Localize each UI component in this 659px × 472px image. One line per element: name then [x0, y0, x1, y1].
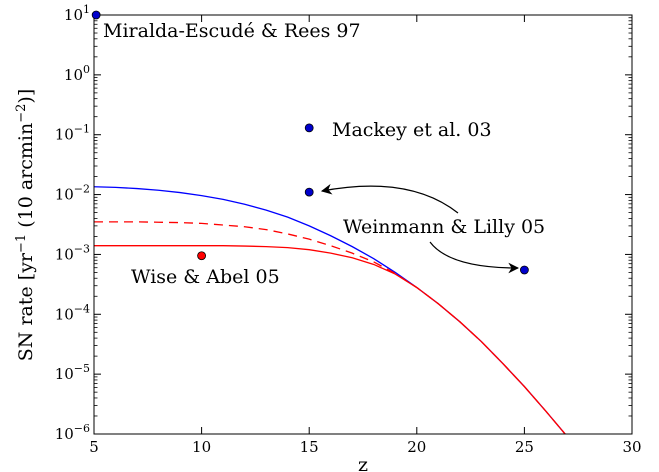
y-tick-exponent: −4 — [74, 302, 90, 315]
y-tick-label: 101 — [64, 3, 90, 24]
y-tick-label: 10−5 — [55, 362, 90, 383]
x-tick-label: 20 — [407, 438, 426, 456]
y-tick-exponent: 1 — [83, 3, 90, 16]
y-tick-exponent: 0 — [83, 63, 90, 76]
y-tick-base: 10 — [55, 305, 74, 323]
data-point-1 — [304, 123, 314, 133]
arrow-to-z15-point — [320, 183, 459, 214]
y-tick-label: 10−1 — [55, 123, 90, 144]
series-line-2 — [94, 245, 566, 434]
plot-frame — [93, 14, 633, 435]
y-tick-label: 10−3 — [55, 242, 90, 263]
x-tick-label: 10 — [192, 438, 211, 456]
x-tick-label: 30 — [622, 438, 641, 456]
y-tick-exponent: −2 — [74, 183, 90, 196]
data-point-3 — [520, 265, 529, 275]
points-layer — [91, 10, 529, 275]
y-axis-title: SN rate [yr−1 (10 arcmin−2)] — [14, 89, 37, 361]
x-tick-label: 15 — [300, 438, 319, 456]
x-tick-labels: 5 10 15 20 25 30 — [89, 438, 641, 456]
y-tick-exponent: −6 — [74, 422, 90, 435]
y-tick-base: 10 — [55, 126, 74, 144]
y-axis-title-c: )] — [15, 89, 37, 104]
data-point-0 — [91, 10, 101, 20]
label-wise-abel: Wise & Abel 05 — [131, 266, 280, 288]
y-tick-exponent: −5 — [74, 362, 90, 375]
y-tick-label: 10−4 — [55, 302, 90, 323]
y-axis-title-sup1: −1 — [14, 234, 29, 253]
y-tick-base: 10 — [55, 365, 74, 383]
label-miralda-escude: Miralda-Escudé & Rees 97 — [103, 20, 361, 42]
y-tick-exponent: −1 — [74, 123, 90, 136]
x-tick-label: 5 — [89, 438, 99, 456]
y-axis-title-a: SN rate [yr — [15, 252, 37, 361]
arrow-to-z25-point — [429, 241, 520, 274]
y-axis-title-sup2: −2 — [14, 104, 29, 123]
y-axis-title-b: (10 arcmin — [15, 123, 37, 234]
data-point-4 — [197, 251, 207, 261]
data-point-2 — [304, 187, 314, 197]
y-tick-base: 10 — [55, 245, 74, 263]
label-mackey: Mackey et al. 03 — [332, 119, 492, 141]
y-tick-label: 100 — [64, 63, 90, 84]
y-tick-label: 10−2 — [55, 183, 90, 204]
label-weinmann-lilly: Weinmann & Lilly 05 — [343, 216, 545, 238]
y-tick-label: 10−6 — [55, 422, 90, 443]
x-tick-label: 25 — [515, 438, 534, 456]
y-tick-base: 10 — [55, 425, 74, 443]
y-tick-base: 10 — [64, 6, 83, 24]
series-layer — [94, 186, 566, 434]
y-tick-exponent: −3 — [74, 242, 90, 255]
y-tick-base: 10 — [64, 66, 83, 84]
y-tick-base: 10 — [55, 186, 74, 204]
x-axis-title: z — [358, 454, 368, 472]
ticks-layer — [93, 14, 633, 435]
